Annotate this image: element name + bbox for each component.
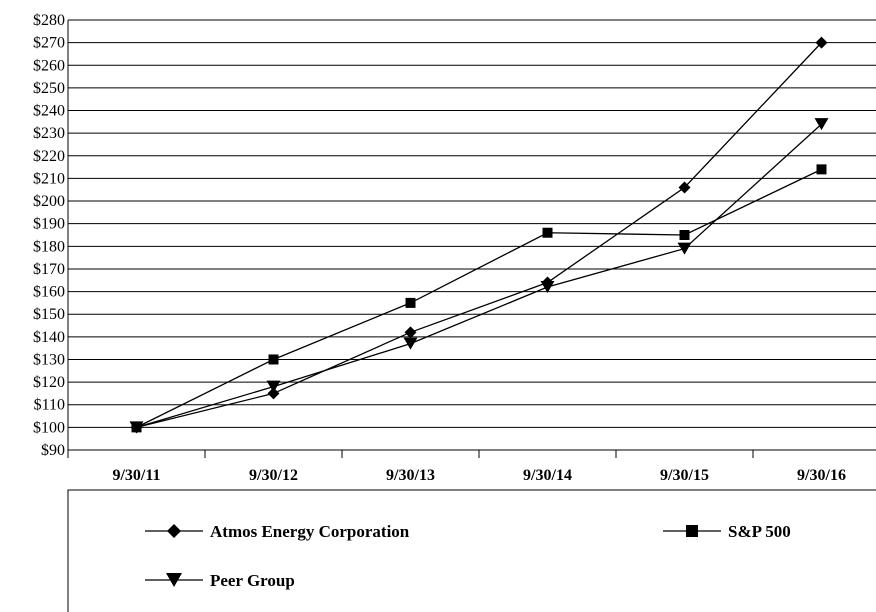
square-marker (542, 227, 553, 238)
square-marker (816, 164, 827, 175)
triangle-marker (814, 118, 829, 131)
triangle-marker (677, 242, 692, 255)
triangle-marker (403, 337, 418, 350)
y-tick-label: $200 (33, 193, 65, 210)
y-tick-label: $220 (33, 148, 65, 165)
series-0 (130, 36, 828, 434)
diamond-marker (167, 524, 181, 538)
square-marker (268, 354, 279, 365)
y-tick-label: $250 (33, 80, 65, 97)
diamond-marker (267, 387, 280, 400)
square-marker (686, 525, 698, 537)
axes (67, 20, 876, 451)
y-axis-ticks: $90 $100 $110 $120 $130 $140 $150 $160 $170 $180 $… (33, 12, 65, 459)
y-tick-label: $190 (33, 216, 65, 233)
diamond-marker (815, 36, 828, 49)
y-tick-label: $160 (33, 284, 65, 301)
square-marker (679, 230, 690, 240)
y-tick-label: $90 (41, 442, 65, 459)
legend-label: Peer Group (210, 571, 295, 590)
x-tick-label: 9/30/14 (523, 467, 572, 484)
y-tick-label: $230 (33, 125, 65, 142)
x-tick-label: 9/30/15 (660, 467, 709, 484)
x-tick-label: 9/30/11 (112, 467, 160, 484)
series-line (136, 123, 822, 428)
y-tick-label: $280 (33, 12, 65, 29)
series-1 (131, 164, 827, 433)
y-tick-label: $150 (33, 306, 65, 323)
series-line (136, 168, 822, 428)
y-tick-label: $130 (33, 351, 65, 368)
gridlines (68, 19, 876, 451)
x-tick-label: 9/30/13 (386, 467, 435, 484)
series-2 (129, 118, 829, 434)
legend-item: Atmos Energy Corporation (145, 522, 410, 541)
triangle-marker (166, 573, 182, 587)
series-line (136, 42, 822, 428)
legend-item: Peer Group (145, 571, 295, 590)
x-tick-label: 9/30/12 (249, 467, 298, 484)
square-marker (405, 297, 416, 308)
legend-item: S&P 500 (663, 522, 791, 541)
y-tick-label: $110 (34, 397, 65, 414)
triangle-marker (540, 281, 555, 294)
y-tick-label: $270 (33, 35, 65, 52)
series-group (129, 36, 829, 434)
diamond-marker (404, 326, 417, 339)
x-axis-ticks: 9/30/11 9/30/12 9/30/13 9/30/14 9/30/15 9/30/… (67, 450, 846, 484)
y-tick-label: $260 (33, 57, 65, 74)
x-tick-label: 9/30/16 (797, 467, 846, 484)
legend-label: Atmos Energy Corporation (210, 522, 410, 541)
legend: Atmos Energy Corporation S&P 500 Peer Grou… (67, 489, 876, 612)
y-tick-label: $140 (33, 329, 65, 346)
triangle-marker (266, 380, 281, 393)
y-tick-label: $170 (33, 261, 65, 278)
y-tick-label: $240 (33, 103, 65, 120)
diamond-marker (678, 181, 691, 194)
y-tick-label: $120 (33, 374, 65, 391)
legend-label: S&P 500 (728, 522, 791, 541)
triangle-marker (129, 421, 144, 434)
y-tick-label: $210 (33, 170, 65, 187)
y-tick-label: $100 (33, 419, 65, 436)
legend-box (67, 489, 876, 612)
y-tick-label: $180 (33, 238, 65, 255)
